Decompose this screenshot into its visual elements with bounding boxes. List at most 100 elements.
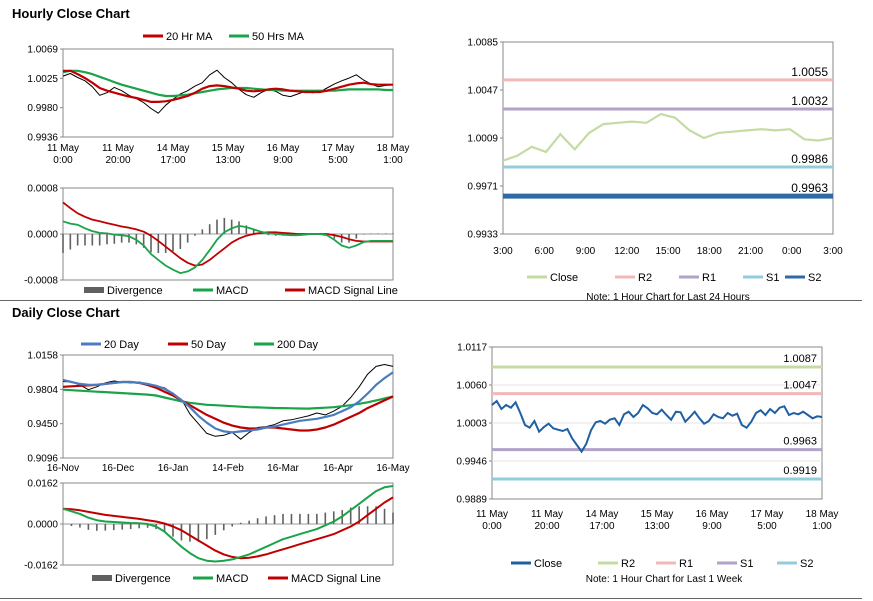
y-tick-label: 1.0047 xyxy=(467,86,498,97)
close-line xyxy=(62,69,394,114)
legend-label: R1 xyxy=(679,558,693,570)
ma200-line xyxy=(62,388,394,410)
x-tick-label: 3:00 xyxy=(493,246,513,257)
legend-label: S1 xyxy=(740,558,753,570)
y-tick-label: 0.0008 xyxy=(27,184,58,195)
x-tick-label: 16-Dec xyxy=(102,463,134,474)
x-tick-label: 3:00 xyxy=(823,246,843,257)
ma20-line xyxy=(62,371,394,434)
y-tick-label: 0.9946 xyxy=(456,457,487,468)
y-tick-label: 1.0158 xyxy=(27,351,58,362)
level-label: 1.0032 xyxy=(791,94,828,108)
legend-label: MACD xyxy=(216,573,248,585)
y-tick-label: 0.9096 xyxy=(27,454,58,465)
level-label: 0.9963 xyxy=(783,436,817,448)
level-label: 0.9986 xyxy=(791,152,828,166)
signal-line xyxy=(62,496,394,560)
x-tick-label: 17 May xyxy=(751,509,784,520)
y-tick-label: 0.9450 xyxy=(27,419,58,430)
level-label: 1.0047 xyxy=(783,380,817,392)
x-tick-label: 15 May xyxy=(212,143,245,154)
ma50-line xyxy=(62,69,393,98)
y-tick-label: 0.9980 xyxy=(27,103,58,114)
chart-note: Note: 1 Hour Chart for Last 24 Hours xyxy=(586,292,749,303)
y-tick-label: -0.0162 xyxy=(24,561,58,572)
x-tick-label: 15 May xyxy=(641,509,674,520)
y-tick-label: 1.0117 xyxy=(457,343,487,354)
x-tick-label: 5:00 xyxy=(757,521,777,532)
x-tick-label: 11 May xyxy=(476,509,508,520)
level-label: 0.9963 xyxy=(791,181,828,195)
y-tick-label: 0.0162 xyxy=(27,479,58,490)
x-tick-label: 17 May xyxy=(322,143,355,154)
x-tick-label: 16-Nov xyxy=(47,463,79,474)
close-line xyxy=(62,364,394,440)
legend-label: S1 xyxy=(766,272,779,284)
daily-section-title: Daily Close Chart xyxy=(12,305,120,320)
x-tick-label: 14 May xyxy=(157,143,190,154)
level-label: 1.0055 xyxy=(791,65,828,79)
x-tick-label: 16-Mar xyxy=(267,463,299,474)
signal-line xyxy=(62,201,393,267)
legend-label: 20 Hr MA xyxy=(166,31,213,43)
x-tick-label: 1:00 xyxy=(383,155,403,166)
x-tick-label: 14-Feb xyxy=(212,463,244,474)
x-tick-label: 11 May xyxy=(531,509,563,520)
legend-label: R2 xyxy=(638,272,652,284)
plot-frame xyxy=(62,48,394,138)
x-tick-label: 21:00 xyxy=(738,246,763,257)
legend-label: S2 xyxy=(800,558,813,570)
x-tick-label: 20:00 xyxy=(534,521,559,532)
legend-label: Divergence xyxy=(107,285,163,297)
legend-label: 50 Hrs MA xyxy=(252,31,305,43)
legend-label: MACD xyxy=(216,285,248,297)
x-tick-label: 1:00 xyxy=(812,521,832,532)
y-tick-label: 1.0069 xyxy=(27,45,58,56)
y-tick-label: 1.0060 xyxy=(456,381,487,392)
x-tick-label: 16 May xyxy=(696,509,729,520)
legend-label: MACD Signal Line xyxy=(291,573,381,585)
legend-label: MACD Signal Line xyxy=(308,285,398,297)
y-tick-label: 1.0009 xyxy=(467,134,498,145)
close-line xyxy=(491,399,823,454)
legend-swatch xyxy=(92,575,112,581)
legend-label: 200 Day xyxy=(277,339,318,351)
macd-line xyxy=(62,220,393,274)
x-tick-label: 11 May xyxy=(47,143,79,154)
y-tick-label: 0.9936 xyxy=(27,133,58,144)
close-line xyxy=(502,112,834,162)
macd-line xyxy=(62,485,394,563)
plot-frame xyxy=(502,41,834,235)
y-tick-label: 0.9971 xyxy=(467,182,498,193)
x-tick-label: 12:00 xyxy=(614,246,639,257)
legend-label: Close xyxy=(534,558,562,570)
x-tick-label: 16-Jan xyxy=(158,463,189,474)
x-tick-label: 9:00 xyxy=(702,521,722,532)
hourly-section-title: Hourly Close Chart xyxy=(12,6,130,21)
x-tick-label: 9:00 xyxy=(273,155,293,166)
level-label: 0.9919 xyxy=(783,465,817,477)
legend-label: R1 xyxy=(702,272,716,284)
y-tick-label: 0.9933 xyxy=(467,230,498,241)
legend-label: S2 xyxy=(808,272,821,284)
legend-label: R2 xyxy=(621,558,635,570)
x-tick-label: 15:00 xyxy=(655,246,680,257)
x-tick-label: 13:00 xyxy=(215,155,240,166)
y-tick-label: 1.0003 xyxy=(456,419,487,430)
y-tick-label: 0.9804 xyxy=(27,385,58,396)
legend-label: Divergence xyxy=(115,573,171,585)
hourly-24h-chart: 1.0085 1.0047 1.0009 0.9971 0.9933 3:00 6:00 9:… xyxy=(467,38,843,304)
hourly-macd-chart: 0.0008 0.0000 -0.0008 Divergence MACD MACD Si… xyxy=(24,184,398,298)
x-tick-label: 6:00 xyxy=(535,246,555,257)
x-tick-label: 0:00 xyxy=(53,155,73,166)
y-tick-label: 0.0000 xyxy=(27,520,58,531)
plot-frame xyxy=(62,354,394,459)
legend-label: 50 Day xyxy=(191,339,226,351)
x-tick-label: 16-May xyxy=(376,463,409,474)
x-tick-label: 14 May xyxy=(586,509,619,520)
x-tick-label: 9:00 xyxy=(576,246,596,257)
x-tick-label: 18 May xyxy=(806,509,839,520)
